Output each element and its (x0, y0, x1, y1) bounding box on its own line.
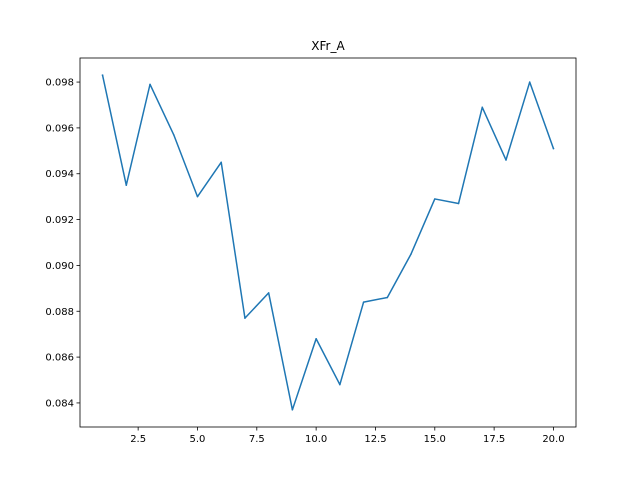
x-axis: 2.5 5.0 7.5 10.0 12.5 15.0 17.5 20.0 (130, 427, 565, 445)
x-tick-label: 2.5 (130, 434, 146, 445)
data-point (315, 338, 317, 340)
y-tick-label: 0.090 (45, 261, 74, 272)
data-point (267, 292, 270, 294)
data-point (339, 383, 341, 386)
plot-frame (79, 57, 577, 428)
y-tick-label: 0.094 (45, 169, 74, 180)
y-tick-label: 0.088 (45, 307, 74, 318)
data-point (386, 296, 389, 299)
y-axis: 0.084 0.086 0.088 0.090 0.092 0.094 0.096 0.098 (45, 78, 80, 409)
plot-area (101, 74, 555, 411)
x-tick-label: 15.0 (424, 434, 446, 445)
data-point (149, 83, 151, 86)
x-tick-label: 20.0 (542, 434, 564, 445)
x-tick-label: 7.5 (249, 434, 265, 445)
x-tick-label: 17.5 (483, 434, 505, 445)
x-tick-label: 12.5 (364, 434, 386, 445)
data-point (125, 184, 128, 186)
data-point (552, 147, 555, 150)
data-point (362, 301, 365, 303)
data-point (481, 106, 484, 109)
y-tick-label: 0.084 (45, 398, 74, 409)
data-point (172, 134, 175, 136)
data-point (244, 317, 246, 319)
x-tick-label: 5.0 (190, 434, 206, 445)
data-point (101, 74, 104, 76)
data-point (220, 161, 222, 164)
data-point (457, 202, 460, 205)
y-tick-label: 0.092 (45, 215, 74, 226)
series-line-0 (101, 74, 555, 411)
data-point (410, 253, 412, 255)
y-tick-label: 0.096 (45, 123, 74, 134)
data-point (196, 195, 199, 198)
data-point (528, 81, 531, 83)
chart-title: XFr_A (311, 39, 345, 53)
data-point (291, 409, 294, 411)
data-point (505, 159, 507, 161)
y-tick-label: 0.098 (45, 78, 74, 89)
x-tick-label: 10.0 (305, 434, 327, 445)
data-point (434, 198, 436, 200)
y-tick-label: 0.086 (45, 353, 74, 364)
